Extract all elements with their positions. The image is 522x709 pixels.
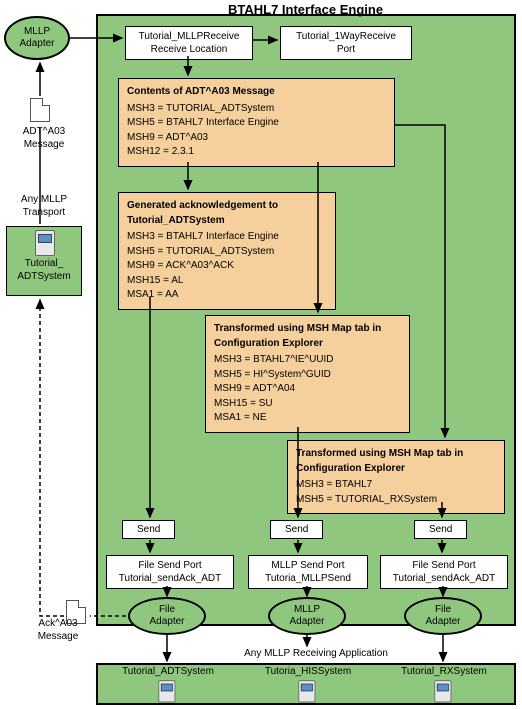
any-mllp-recv-label: Any MLLP Receiving Application	[226, 648, 406, 661]
sys2-label: Tutoria_HISSystem	[248, 666, 368, 677]
box1-l2: MSH9 = ADT^A03	[127, 131, 386, 146]
port-box-2: MLLP Send Port Tutoria_MLLPSend	[248, 555, 368, 589]
sys2-server-icon	[296, 680, 316, 706]
mllp-adapter-2: MLLP Adapter	[268, 597, 346, 635]
adt-contents-box: Contents of ADT^A03 Message MSH3 = TUTOR…	[118, 78, 395, 167]
transform1-box: Transformed using MSH Map tab in Configu…	[205, 315, 410, 433]
send-box-3: Send	[414, 520, 467, 539]
ack-label: Ack^A03 Message	[28, 618, 88, 643]
box2-l3: MSH15 = AL	[127, 274, 327, 289]
file-adapter-1: File Adapter	[128, 597, 206, 635]
box2-l2: MSH9 = ACK^A03^ACK	[127, 259, 327, 274]
box4-l0: MSH3 = BTAHL7	[296, 478, 496, 493]
adt-message-file-icon	[30, 98, 50, 122]
box4-l1: MSH5 = TUTORIAL_RXSystem	[296, 493, 496, 508]
sys1-server-icon	[156, 680, 176, 706]
tutorial-adt-server-icon	[32, 230, 56, 260]
box1-l3: MSH12 = 2.3.1	[127, 145, 386, 160]
adt-msg-label: ADT^A03 Message	[16, 126, 72, 151]
box2-l1: MSH5 = TUTORIAL_ADTSystem	[127, 245, 327, 260]
mllp-adapter-oval: MLLP Adapter	[4, 16, 70, 60]
ack-box: Generated acknowledgement to Tutorial_AD…	[118, 192, 336, 310]
sys3-label: Tutorial_RXSystem	[384, 666, 504, 677]
transform2-box: Transformed using MSH Map tab in Configu…	[287, 440, 505, 514]
file-adapter-2: File Adapter	[404, 597, 482, 635]
receive-location-box: Tutorial_MLLPReceive Receive Location	[125, 26, 253, 60]
engine-title: BTAHL7 Interface Engine	[228, 2, 383, 17]
box3-l4: MSA1 = NE	[214, 411, 401, 426]
box1-l0: MSH3 = TUTORIAL_ADTSystem	[127, 102, 386, 117]
port-box-1: File Send Port Tutorial_sendAck_ADT	[106, 555, 234, 589]
box3-title: Transformed using MSH Map tab in Configu…	[214, 322, 401, 351]
box3-l3: MSH15 = SU	[214, 397, 401, 412]
send-box-1: Send	[122, 520, 175, 539]
box3-l0: MSH3 = BTAHL7^IE^UUID	[214, 353, 401, 368]
box2-l0: MSH3 = BTAHL7 Interface Engine	[127, 230, 327, 245]
send-box-2: Send	[270, 520, 323, 539]
port-box-3: File Send Port Tutorial_sendAck_ADT	[380, 555, 508, 589]
box2-l4: MSA1 = AA	[127, 288, 327, 303]
box2-title: Generated acknowledgement to Tutorial_AD…	[127, 199, 327, 228]
box3-l2: MSH9 = ADT^A04	[214, 382, 401, 397]
receive-port-box: Tutorial_1WayReceive Port	[280, 26, 412, 60]
sys1-label: Tutorial_ADTSystem	[108, 666, 228, 677]
sys3-server-icon	[432, 680, 452, 706]
box4-title: Transformed using MSH Map tab in Configu…	[296, 447, 496, 476]
box1-l1: MSH5 = BTAHL7 Interface Engine	[127, 116, 386, 131]
any-mllp-transport-label: Any MLLP Transport	[14, 194, 74, 219]
box3-l1: MSH5 = HI^System^GUID	[214, 368, 401, 383]
box1-title: Contents of ADT^A03 Message	[127, 85, 386, 100]
